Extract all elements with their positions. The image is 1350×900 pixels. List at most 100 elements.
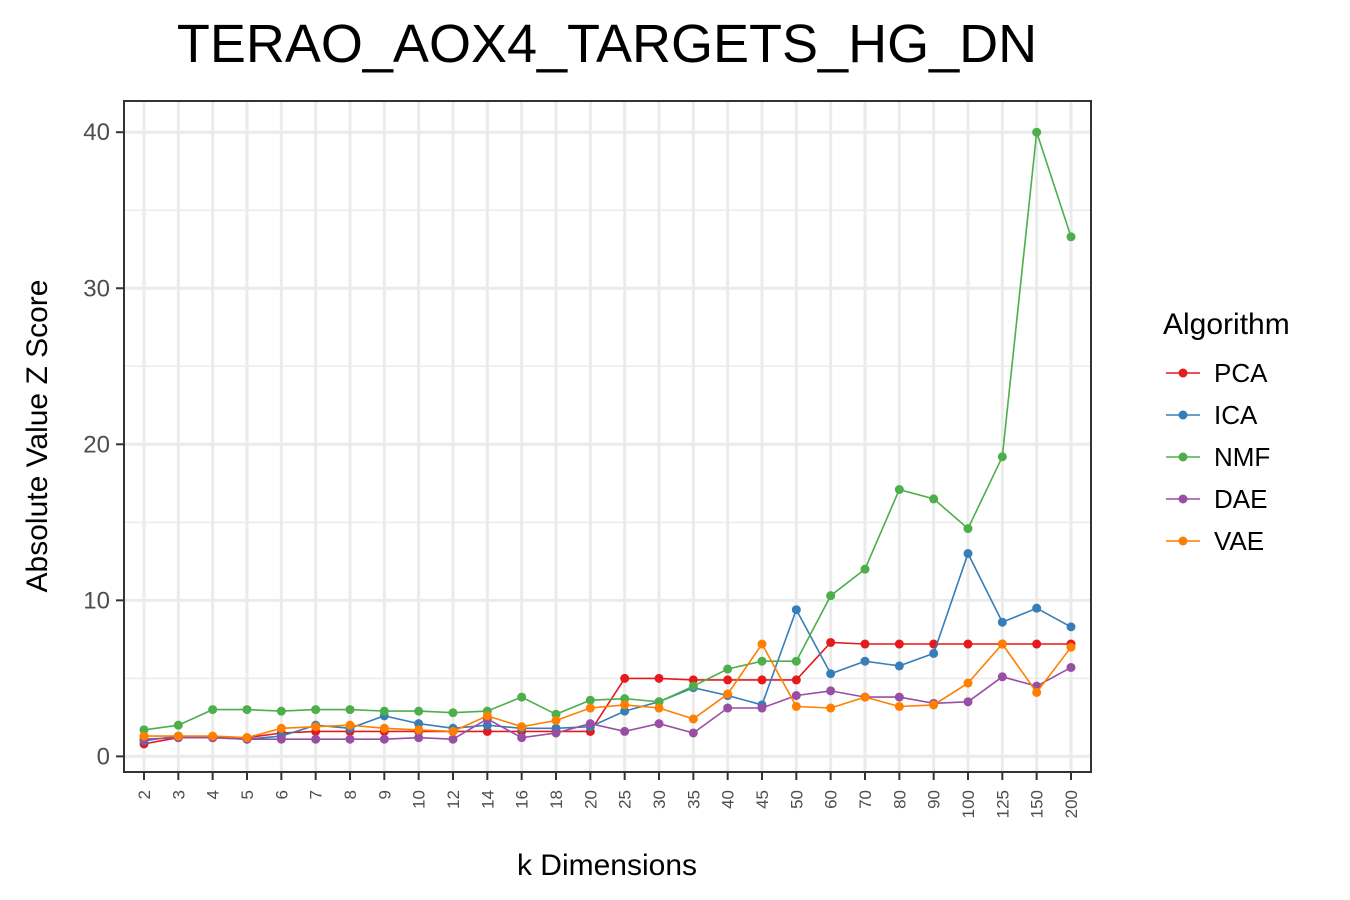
y-tick-label: 40 [83,119,110,146]
point-nmf-9 [379,706,389,716]
x-tick-label: 14 [478,790,497,809]
x-tick-label: 45 [753,790,772,809]
x-tick-label: 6 [272,790,291,799]
legend-item-ica: ICA [1166,400,1258,430]
point-ica-150 [1032,603,1042,613]
x-tick-label: 12 [444,790,463,809]
point-vae-5 [242,733,252,743]
point-pca-14 [482,726,492,736]
point-vae-20 [585,703,595,713]
point-vae-30 [654,703,664,713]
legend-key-point [1178,368,1188,378]
point-dae-35 [688,728,698,738]
x-tick-label: 70 [856,790,875,809]
point-nmf-90 [929,494,939,504]
point-nmf-16 [517,692,527,702]
point-dae-7 [311,734,321,744]
point-vae-2 [139,731,149,741]
point-dae-6 [276,734,286,744]
point-pca-150 [1032,639,1042,649]
series-line-vae [144,642,1072,739]
series-line-ica [143,551,1072,742]
legend-label-ica: ICA [1214,400,1258,430]
legend: Algorithm PCA ICA NMF DAE VAE [1163,308,1290,556]
point-pca-50 [791,675,801,685]
point-pca-80 [894,639,904,649]
legend-key-point [1178,452,1188,462]
legend-items: PCA ICA NMF DAE VAE [1166,358,1270,556]
point-vae-18 [551,716,561,726]
point-vae-12 [448,726,458,736]
legend-key-point [1178,536,1188,546]
series-vae [139,639,1076,743]
point-ica-50 [791,605,801,615]
legend-label-nmf: NMF [1214,442,1270,472]
point-dae-125 [997,672,1007,682]
x-tick-label: 90 [925,790,944,809]
point-ica-200 [1066,622,1076,632]
series-line-pca [143,641,1071,745]
x-tick-label: 125 [993,790,1012,818]
legend-key-point [1178,494,1188,504]
legend-label-pca: PCA [1214,358,1268,388]
series-layer [139,127,1076,749]
legend-item-vae: VAE [1166,526,1264,556]
point-nmf-30 [654,697,664,707]
point-pca-25 [620,673,630,683]
x-tick-label: 35 [684,790,703,809]
point-dae-200 [1066,662,1076,672]
point-vae-90 [929,700,939,710]
point-ica-90 [929,648,939,658]
point-dae-100 [963,697,973,707]
point-vae-40 [723,689,733,699]
point-vae-70 [860,692,870,702]
point-vae-8 [345,720,355,730]
point-pca-70 [860,639,870,649]
point-dae-25 [620,726,630,736]
x-tick-label: 40 [719,790,738,809]
point-vae-16 [517,722,527,732]
y-tick-label: 30 [83,275,110,302]
legend-key-point [1178,410,1188,420]
point-dae-45 [757,703,767,713]
point-vae-14 [482,711,492,721]
point-nmf-6 [276,706,286,716]
plot-panel-border [123,100,1092,773]
x-tick-label: 9 [375,790,394,799]
point-vae-50 [791,701,801,711]
point-dae-80 [894,692,904,702]
x-tick-label: 16 [513,790,532,809]
x-tick-label: 50 [787,790,806,809]
series-line-dae [143,666,1072,741]
point-ica-70 [860,656,870,666]
point-dae-60 [826,686,836,696]
point-vae-10 [414,725,424,735]
point-pca-60 [826,637,836,647]
x-tick-label: 200 [1062,790,1081,818]
legend-label-dae: DAE [1214,484,1267,514]
x-tick-label: 18 [547,790,566,809]
point-nmf-80 [894,485,904,495]
legend-item-pca: PCA [1166,358,1268,388]
point-nmf-10 [414,706,424,716]
x-tick-label: 100 [959,790,978,818]
point-pca-30 [654,673,664,683]
point-pca-40 [723,675,733,685]
point-vae-3 [173,731,183,741]
y-tick-label: 20 [83,431,110,458]
point-nmf-100 [963,524,973,534]
point-nmf-20 [585,695,595,705]
point-nmf-5 [242,705,252,715]
point-dae-18 [551,728,561,738]
x-tick-label: 3 [169,790,188,799]
x-axis-title: k Dimensions [517,849,697,882]
chart-title: TERAO_AOX4_TARGETS_HG_DN [177,14,1037,74]
point-vae-80 [894,701,904,711]
point-nmf-25 [620,694,630,704]
point-ica-100 [963,549,973,559]
point-nmf-40 [723,664,733,674]
x-tick-label: 150 [1028,790,1047,818]
